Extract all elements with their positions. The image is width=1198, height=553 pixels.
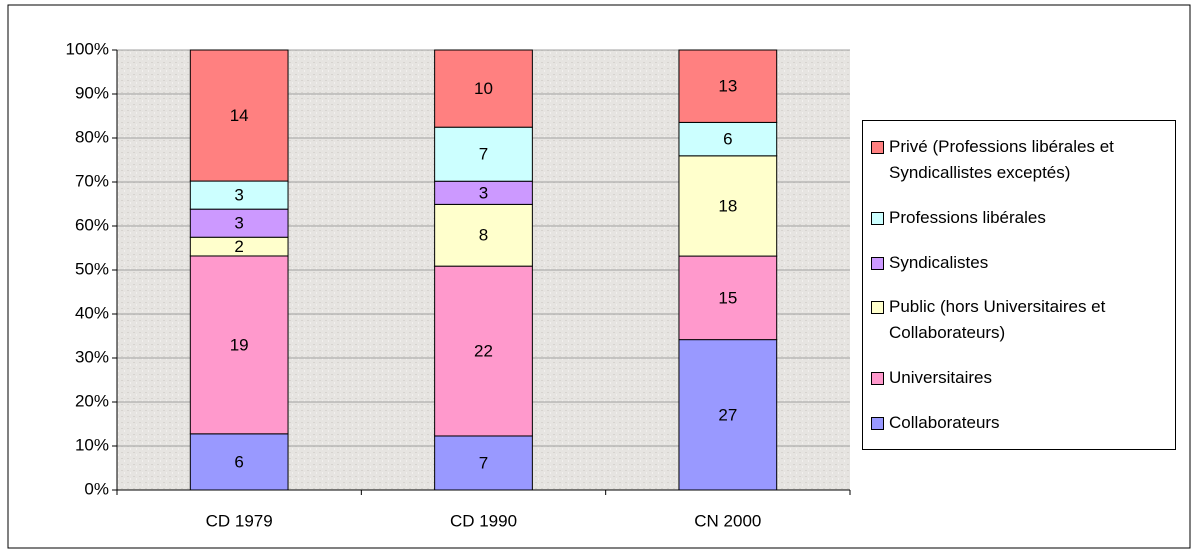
legend-label: Privé (Professions libérales et Syndical… — [889, 137, 1114, 183]
data-label: 14 — [230, 106, 249, 125]
legend-entry: Collaborateurs — [871, 410, 1167, 436]
data-label: 7 — [479, 145, 488, 164]
y-tick-label: 30% — [75, 347, 109, 366]
data-label: 13 — [718, 77, 737, 96]
bar-segment — [189, 433, 289, 491]
legend: Privé (Professions libérales et Syndical… — [862, 120, 1176, 450]
data-label: 18 — [718, 196, 737, 215]
data-label: 27 — [718, 405, 737, 424]
bar-segment — [434, 435, 533, 491]
legend-swatch — [871, 256, 884, 270]
data-label: 22 — [474, 342, 493, 361]
y-tick-label: 10% — [75, 435, 109, 454]
legend-swatch — [871, 301, 884, 315]
y-tick-label: 100% — [66, 39, 109, 58]
y-tick-label: 80% — [75, 127, 109, 146]
data-label: 10 — [474, 79, 493, 98]
legend-label: Universitaires — [889, 367, 992, 387]
legend-swatch — [871, 211, 884, 225]
legend-swatch — [871, 371, 884, 385]
data-label: 15 — [718, 288, 737, 307]
legend-entry: Universitaires — [871, 365, 1167, 391]
x-tick-label: CD 1979 — [206, 511, 273, 530]
bar-segment — [678, 49, 778, 123]
bar-segment — [189, 255, 289, 435]
legend-entry: Syndicalistes — [871, 250, 1167, 276]
data-label: 3 — [234, 186, 243, 205]
bar-segment — [189, 49, 289, 182]
data-label: 6 — [723, 130, 732, 149]
bar-segment — [189, 208, 289, 238]
legend-swatch — [871, 416, 884, 430]
bar-segment — [678, 255, 778, 341]
data-label: 3 — [234, 214, 243, 233]
legend-label: Collaborateurs — [889, 412, 1000, 432]
x-tick-label: CD 1990 — [450, 511, 517, 530]
y-tick-label: 0% — [84, 479, 109, 498]
data-label: 2 — [234, 237, 243, 256]
legend-label: Professions libérales — [889, 207, 1046, 227]
bar-segment — [189, 180, 289, 210]
legend-entry: Public (hors Universitaires et Collabora… — [871, 294, 1167, 346]
y-tick-label: 90% — [75, 83, 109, 102]
data-label: 8 — [479, 226, 488, 245]
data-label: 3 — [479, 183, 488, 202]
x-tick-label: CN 2000 — [694, 511, 761, 530]
data-label: 19 — [230, 335, 249, 354]
y-tick-label: 20% — [75, 391, 109, 410]
bar-segment — [678, 121, 778, 157]
bar-segment — [434, 203, 533, 267]
data-label: 6 — [234, 452, 243, 471]
legend-label: Public (hors Universitaires et Collabora… — [889, 297, 1106, 343]
y-tick-label: 60% — [75, 215, 109, 234]
bar-segment — [434, 49, 533, 128]
data-label: 7 — [479, 453, 488, 472]
y-tick-label: 40% — [75, 303, 109, 322]
bar-segment — [678, 155, 778, 257]
legend-entry: Privé (Professions libérales et Syndical… — [871, 134, 1167, 186]
legend-entry: Professions libérales — [871, 205, 1167, 231]
y-tick-label: 70% — [75, 171, 109, 190]
y-tick-label: 50% — [75, 259, 109, 278]
legend-label: Syndicalistes — [889, 252, 989, 272]
legend-swatch — [871, 141, 884, 155]
bar-segment — [678, 339, 778, 491]
